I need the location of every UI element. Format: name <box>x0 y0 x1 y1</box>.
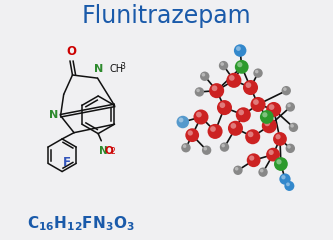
Circle shape <box>235 167 238 171</box>
Text: N: N <box>99 146 108 156</box>
Circle shape <box>209 83 224 98</box>
Circle shape <box>281 175 285 179</box>
Circle shape <box>260 169 263 173</box>
Circle shape <box>235 60 249 74</box>
Circle shape <box>253 99 259 105</box>
Circle shape <box>219 61 228 70</box>
Circle shape <box>287 104 291 107</box>
Circle shape <box>237 62 242 67</box>
Circle shape <box>284 181 294 191</box>
Circle shape <box>262 112 267 117</box>
Circle shape <box>243 80 258 95</box>
Circle shape <box>248 132 253 137</box>
Circle shape <box>245 82 251 88</box>
Circle shape <box>249 156 254 161</box>
Circle shape <box>236 107 251 122</box>
Circle shape <box>250 97 265 112</box>
Circle shape <box>260 110 274 124</box>
Circle shape <box>210 126 216 132</box>
Circle shape <box>193 109 208 125</box>
Circle shape <box>195 87 204 97</box>
Circle shape <box>202 145 211 155</box>
Circle shape <box>228 121 243 136</box>
Text: 2: 2 <box>110 147 115 156</box>
Circle shape <box>287 145 291 149</box>
Circle shape <box>236 46 241 51</box>
Circle shape <box>286 102 295 112</box>
Circle shape <box>230 123 236 129</box>
Circle shape <box>220 142 229 152</box>
Circle shape <box>196 89 200 92</box>
Circle shape <box>229 75 235 81</box>
Circle shape <box>269 104 274 110</box>
Circle shape <box>179 118 183 122</box>
Circle shape <box>286 182 290 186</box>
Text: 3: 3 <box>120 62 125 71</box>
Circle shape <box>220 62 224 66</box>
Circle shape <box>290 124 294 128</box>
Text: O: O <box>105 146 113 156</box>
Circle shape <box>207 124 222 139</box>
Circle shape <box>289 123 298 132</box>
Circle shape <box>234 44 246 57</box>
Circle shape <box>200 72 209 81</box>
Text: N: N <box>49 110 58 120</box>
Circle shape <box>221 144 225 147</box>
Circle shape <box>176 116 189 128</box>
Circle shape <box>273 132 287 146</box>
Text: $\mathregular{C_{16}H_{12}FN_{3}O_{3}}$: $\mathregular{C_{16}H_{12}FN_{3}O_{3}}$ <box>27 214 135 233</box>
Circle shape <box>266 102 281 117</box>
Circle shape <box>255 70 258 73</box>
Circle shape <box>202 73 205 77</box>
Circle shape <box>283 87 287 91</box>
Circle shape <box>266 148 280 162</box>
Circle shape <box>217 100 232 115</box>
Text: CH: CH <box>110 64 124 74</box>
Circle shape <box>247 153 260 167</box>
Circle shape <box>274 157 288 171</box>
Circle shape <box>276 159 282 164</box>
Circle shape <box>226 73 241 88</box>
Circle shape <box>185 128 199 142</box>
Circle shape <box>286 144 295 153</box>
Text: O: O <box>66 45 76 58</box>
Circle shape <box>279 174 291 185</box>
Circle shape <box>238 109 244 115</box>
Circle shape <box>188 130 193 136</box>
Circle shape <box>245 129 260 144</box>
Text: N: N <box>95 64 104 74</box>
Circle shape <box>203 147 207 150</box>
Circle shape <box>264 120 270 126</box>
Text: Flunitrazepam: Flunitrazepam <box>82 4 251 28</box>
Circle shape <box>262 118 277 133</box>
Circle shape <box>196 112 202 117</box>
Circle shape <box>281 86 291 95</box>
Circle shape <box>183 144 186 148</box>
Circle shape <box>275 134 281 139</box>
Circle shape <box>219 102 225 108</box>
Text: F: F <box>63 156 71 169</box>
Circle shape <box>212 85 217 91</box>
Circle shape <box>268 150 274 155</box>
Circle shape <box>233 166 243 175</box>
Circle shape <box>253 68 263 78</box>
Circle shape <box>181 143 190 152</box>
Circle shape <box>258 168 268 177</box>
